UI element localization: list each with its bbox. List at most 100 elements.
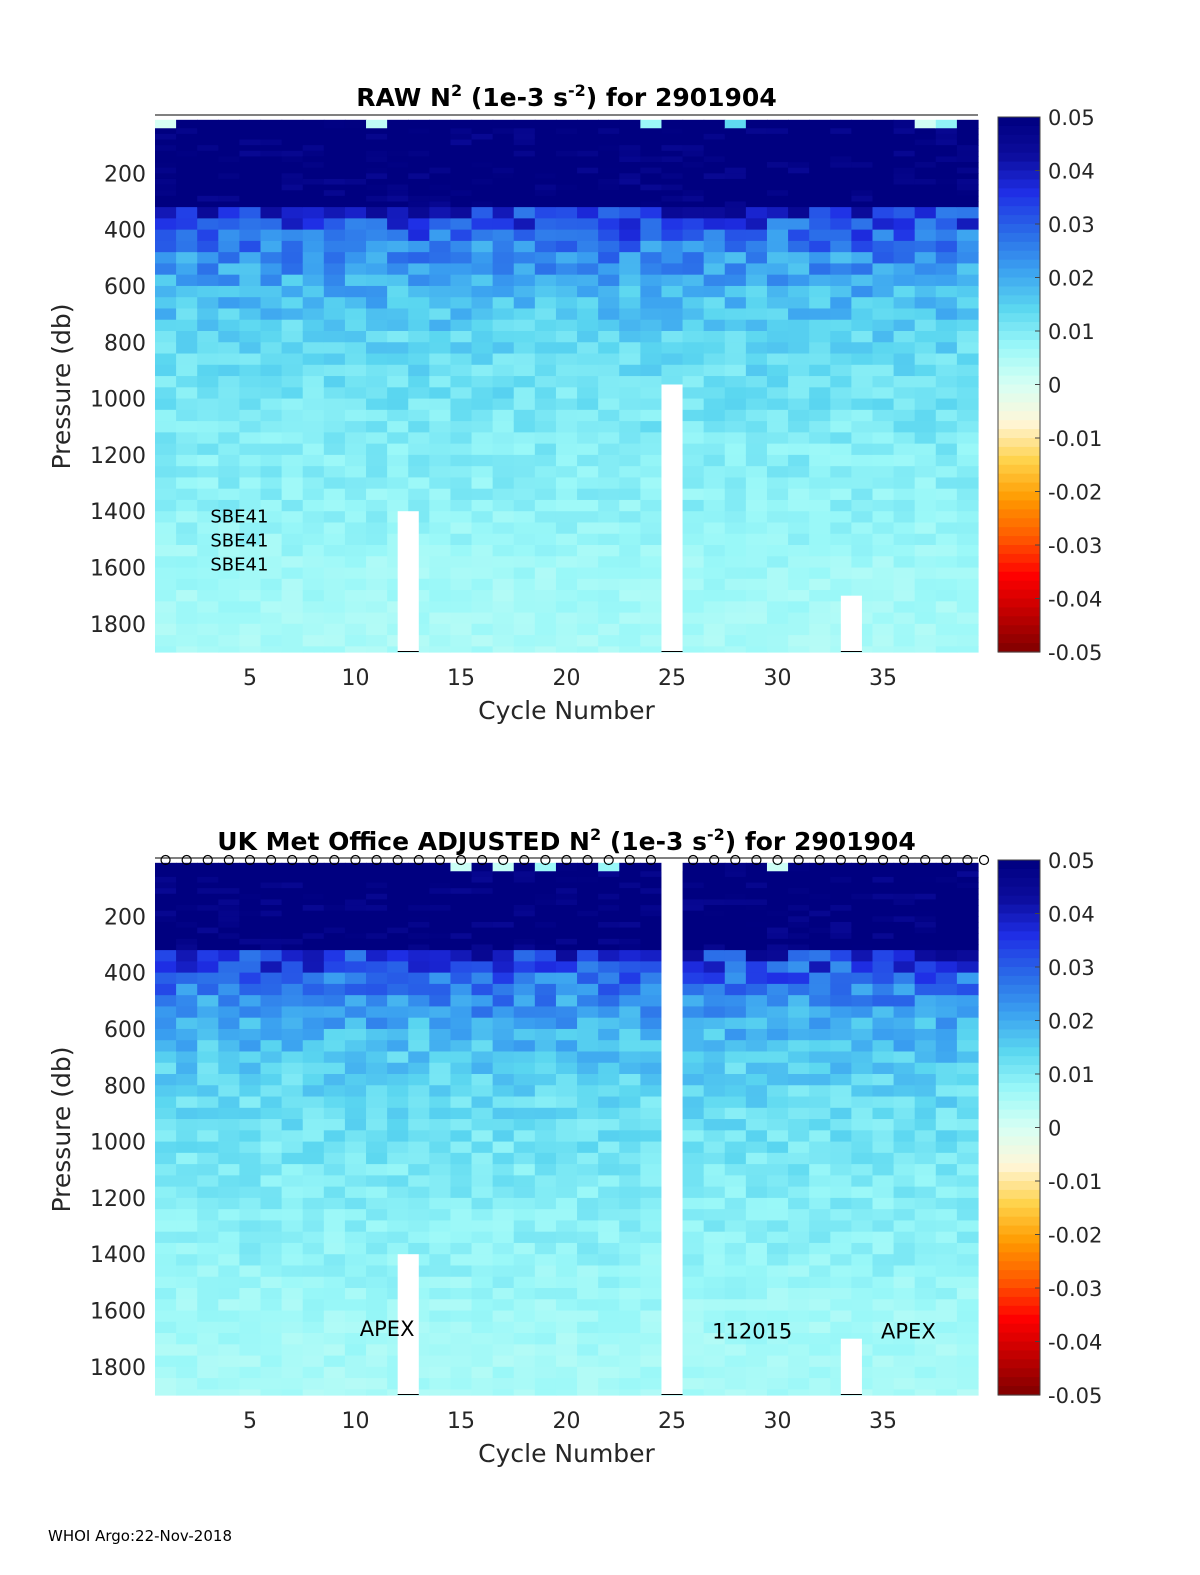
colorbar-segment [998, 1386, 1040, 1396]
heatmap-cell [788, 119, 810, 129]
heatmap-cell [471, 995, 494, 1008]
heatmap-cell [302, 1288, 325, 1300]
heatmap-cell [366, 933, 388, 940]
heatmap-cell [197, 409, 219, 422]
heatmap-cell [366, 1288, 388, 1300]
heatmap-cell [155, 128, 177, 135]
heatmap-cell [872, 128, 895, 135]
heatmap-cell [281, 888, 304, 895]
heatmap-cell [809, 466, 831, 479]
heatmap-cell [408, 567, 430, 580]
heatmap-cell [555, 1321, 578, 1334]
heatmap-cell [281, 1288, 304, 1300]
heatmap-cell [830, 1096, 852, 1109]
heatmap-cell [745, 1175, 768, 1188]
heatmap-cell [218, 190, 241, 197]
heatmap-cell [197, 119, 219, 129]
heatmap-cell [935, 1333, 958, 1345]
heatmap-cell [176, 207, 198, 219]
heatmap-cell [956, 207, 979, 219]
heatmap-cell [429, 178, 452, 186]
heatmap-cell [809, 871, 831, 878]
heatmap-cell [239, 285, 262, 298]
heatmap-cell [471, 1074, 494, 1086]
heatmap-cell [893, 1074, 916, 1086]
heatmap-cell [598, 162, 620, 169]
heatmap-cell [745, 1242, 768, 1255]
heatmap-cell [788, 1141, 810, 1154]
heatmap-cell [872, 178, 895, 186]
heatmap-cell [492, 1040, 515, 1053]
heatmap-cell [788, 590, 810, 602]
heatmap-cell [956, 567, 979, 580]
heatmap-cell [281, 342, 304, 355]
heatmap-cell [302, 972, 325, 985]
heatmap-cell [471, 178, 494, 186]
heatmap-cell [598, 1130, 620, 1143]
heatmap-cell [155, 1130, 177, 1143]
heatmap-cell [872, 331, 895, 343]
heatmap-cell [703, 921, 726, 929]
qc-flag-marker [814, 854, 825, 866]
heatmap-cell [366, 927, 388, 934]
colorbar-segment [998, 188, 1040, 198]
heatmap-cell [302, 1062, 325, 1075]
heatmap-cell [197, 1366, 219, 1379]
heatmap-cell [218, 882, 241, 889]
heatmap-cell [830, 567, 852, 580]
heatmap-cell [830, 533, 852, 546]
heatmap-cell [471, 522, 494, 535]
heatmap-cell [745, 567, 768, 580]
heatmap-cell [323, 1378, 346, 1390]
heatmap-cell [745, 409, 768, 422]
heatmap-cell [344, 1186, 367, 1199]
heatmap-cell [450, 167, 473, 174]
heatmap-cell [914, 623, 937, 636]
heatmap-cell [830, 1276, 852, 1289]
heatmap-cell [471, 933, 494, 940]
heatmap-cell [640, 1152, 663, 1165]
heatmap-cell [598, 488, 620, 501]
heatmap-cell [956, 421, 979, 433]
heatmap-cell [956, 511, 979, 524]
heatmap-cell [555, 511, 578, 524]
heatmap-cell [598, 938, 620, 946]
heatmap-cell [598, 1186, 620, 1199]
heatmap-cell [281, 944, 304, 951]
heatmap-cell [302, 1186, 325, 1199]
heatmap-cell [366, 364, 388, 377]
heatmap-cell [155, 1096, 177, 1109]
heatmap-cell [619, 409, 641, 422]
heatmap-cell [703, 342, 726, 355]
heatmap-cell [260, 1006, 283, 1019]
heatmap-cell [851, 184, 874, 191]
heatmap-cell [239, 1299, 262, 1312]
heatmap-cell [703, 421, 726, 433]
colorbar-segment [998, 984, 1040, 995]
heatmap-cell [281, 1333, 304, 1345]
heatmap-cell [471, 635, 494, 647]
heatmap-cell [281, 1254, 304, 1267]
heatmap-cell [555, 623, 578, 636]
heatmap-cell [302, 1299, 325, 1312]
heatmap-cell [682, 578, 705, 591]
heatmap-cell [555, 331, 578, 343]
heatmap-cell [176, 1096, 198, 1109]
heatmap-cell [408, 1254, 430, 1267]
heatmap-cell [471, 1389, 494, 1396]
heatmap-cell [344, 1107, 367, 1120]
heatmap-cell [724, 1265, 747, 1278]
heatmap-cell [851, 133, 874, 141]
heatmap-cell [513, 623, 536, 636]
heatmap-cell [745, 1197, 768, 1210]
colorbar-segment [998, 473, 1040, 484]
heatmap-cell [851, 454, 874, 467]
heatmap-cell [577, 432, 599, 445]
heatmap-cell [155, 263, 177, 276]
heatmap-cell [450, 612, 473, 625]
heatmap-cell [745, 184, 768, 191]
heatmap-cell [408, 511, 430, 524]
heatmap-cell [703, 1355, 726, 1368]
heatmap-cell [766, 218, 789, 231]
heatmap-cell [830, 409, 852, 422]
